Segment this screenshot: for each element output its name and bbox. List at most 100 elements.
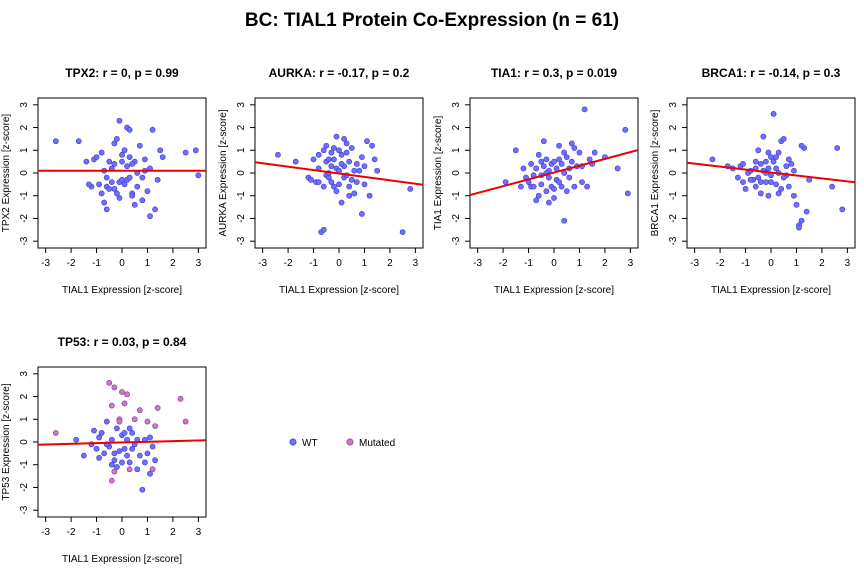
point-wt <box>108 461 115 468</box>
point-wt <box>551 195 557 201</box>
point-mutated <box>154 405 161 411</box>
point-wt <box>803 208 810 215</box>
x-tick-label: 0 <box>119 527 125 538</box>
y-tick-label: 1 <box>19 147 30 153</box>
point-wt <box>129 161 136 167</box>
x-tick-label: 0 <box>119 258 125 269</box>
point-wt <box>152 457 158 464</box>
point-wt <box>292 158 299 165</box>
point-wt <box>551 158 557 165</box>
point-wt <box>543 156 550 163</box>
point-wt <box>336 181 342 188</box>
point-wt <box>407 186 414 192</box>
point-wt <box>98 190 105 197</box>
point-wt <box>740 161 746 167</box>
point-wt <box>735 174 741 181</box>
point-wt <box>114 464 120 470</box>
point-wt <box>142 459 148 466</box>
point-wt <box>136 142 143 149</box>
point-wt <box>116 117 123 124</box>
point-wt <box>124 163 130 170</box>
y-axis-label: BRCA1 Expression [z-score] <box>650 109 661 236</box>
point-mutated <box>144 418 151 425</box>
y-tick-label: 3 <box>19 102 30 108</box>
y-tick-label: -2 <box>668 214 679 223</box>
scatter-panel-brca1: BRCA1: r = -0.14, p = 0.3 -3 -2 -1 0 1 2 3 -3 -2 -… <box>650 66 856 296</box>
point-wt <box>757 161 764 167</box>
point-wt <box>348 145 355 151</box>
point-mutated <box>149 466 156 473</box>
panel-title: TP53: r = 0.03, p = 0.84 <box>58 335 187 349</box>
regression-line <box>687 161 855 184</box>
y-tick-label: 3 <box>668 102 679 108</box>
point-wt <box>747 176 754 183</box>
x-tick-label: 3 <box>196 258 202 269</box>
y-tick-label: 1 <box>668 147 679 153</box>
x-tick-label: -2 <box>499 258 508 269</box>
point-wt <box>111 457 118 464</box>
point-wt <box>124 452 130 459</box>
scatter-panel-tia1: TIA1: r = 0.3, p = 0.019 -3 -2 -1 0 1 2 3 -3 -2 -1… <box>433 66 639 296</box>
point-wt <box>356 167 363 174</box>
x-tick-label: -1 <box>741 258 750 269</box>
point-wt <box>114 190 120 197</box>
point-wt <box>768 179 774 185</box>
point-wt <box>333 133 340 140</box>
point-wt <box>111 140 118 147</box>
y-tick-label: 2 <box>236 124 247 130</box>
point-wt <box>773 154 779 160</box>
point-wt <box>152 206 158 213</box>
point-wt <box>369 142 375 149</box>
point-wt <box>96 434 102 441</box>
point-wt <box>752 158 759 165</box>
x-tick-label: -2 <box>67 527 76 538</box>
y-tick-label: 0 <box>236 170 247 176</box>
point-mutated <box>126 466 133 473</box>
point-wt <box>561 149 568 156</box>
plot-data <box>470 106 638 224</box>
point-wt <box>798 217 805 224</box>
point-wt <box>333 188 340 195</box>
point-wt <box>558 161 565 167</box>
point-wt <box>116 195 123 201</box>
x-tick-label: 1 <box>362 258 368 269</box>
x-tick-label: 2 <box>170 258 176 269</box>
y-tick-label: 0 <box>668 170 679 176</box>
point-wt <box>778 186 785 192</box>
point-mutated <box>152 423 158 429</box>
x-tick-label: 3 <box>628 258 634 269</box>
point-wt <box>757 190 764 197</box>
point-wt <box>134 466 141 473</box>
point-wt <box>129 192 136 199</box>
y-tick-label: -3 <box>19 505 30 514</box>
point-wt <box>121 181 128 188</box>
point-wt <box>571 183 578 190</box>
point-wt <box>131 201 138 208</box>
y-tick-label: 3 <box>236 102 247 108</box>
point-wt <box>331 145 337 151</box>
y-tick-label: -2 <box>236 214 247 223</box>
point-wt <box>546 199 552 206</box>
regression-line <box>255 161 423 186</box>
point-wt <box>834 145 841 151</box>
point-mutated <box>131 416 138 423</box>
point-wt <box>535 151 542 158</box>
point-wt <box>551 186 557 192</box>
point-wt <box>359 211 365 217</box>
point-wt <box>763 179 769 185</box>
regression-line <box>38 439 206 446</box>
point-wt <box>323 142 330 149</box>
point-wt <box>796 224 802 231</box>
point-wt <box>111 450 118 457</box>
point-wt <box>563 154 570 160</box>
figure-title: BC: TIAL1 Protein Co-Expression (n = 61) <box>245 10 619 31</box>
scatter-panel-tpx2: TPX2: r = 0, p = 0.99 -3 -2 -1 0 1 2 3 -3 -2 -1 0 1 2… <box>1 66 207 296</box>
point-wt <box>93 154 100 160</box>
point-wt <box>518 183 524 190</box>
point-wt <box>591 149 598 156</box>
point-wt <box>556 179 562 185</box>
point-wt <box>566 174 573 181</box>
x-tick-label: -3 <box>473 258 482 269</box>
point-wt <box>346 158 353 165</box>
point-wt <box>742 186 749 192</box>
